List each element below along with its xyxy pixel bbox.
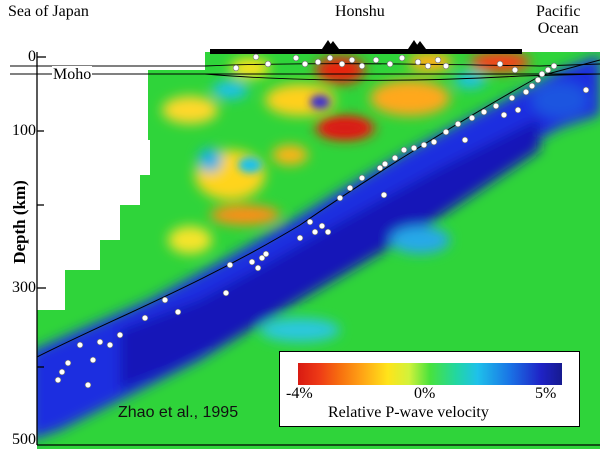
y-tick-label: 300 bbox=[12, 279, 36, 296]
colorbar-gradient bbox=[298, 363, 562, 385]
y-tick-label: 100 bbox=[12, 122, 36, 139]
colorbar-mid-label: 0% bbox=[414, 385, 436, 402]
pacific-ocean-label: Pacific Ocean bbox=[536, 3, 581, 38]
moho-label: Moho bbox=[52, 66, 93, 84]
honshu-land-bar bbox=[210, 49, 522, 54]
colorbar-legend: -4% 0% 5% Relative P-wave velocity bbox=[279, 351, 580, 427]
citation-text: Zhao et al., 1995 bbox=[118, 404, 239, 421]
honshu-label: Honshu bbox=[335, 3, 385, 20]
y-axis-ticks bbox=[37, 56, 46, 368]
volcano-icon bbox=[322, 40, 426, 49]
pacific-label-line2: Ocean bbox=[537, 19, 579, 37]
pacific-label-line1: Pacific bbox=[536, 3, 581, 20]
y-axis-title: Depth (km) bbox=[9, 180, 29, 264]
y-tick-label: 0 bbox=[28, 48, 36, 65]
y-tick-label: 500 bbox=[12, 431, 36, 448]
colorbar-title: Relative P-wave velocity bbox=[328, 404, 489, 421]
colorbar-min-label: -4% bbox=[286, 385, 313, 402]
colorbar-max-label: 5% bbox=[535, 385, 557, 402]
slab-surface-line bbox=[36, 59, 600, 358]
earthquake-hypocenters bbox=[54, 53, 590, 389]
sea-of-japan-label: Sea of Japan bbox=[8, 3, 89, 20]
